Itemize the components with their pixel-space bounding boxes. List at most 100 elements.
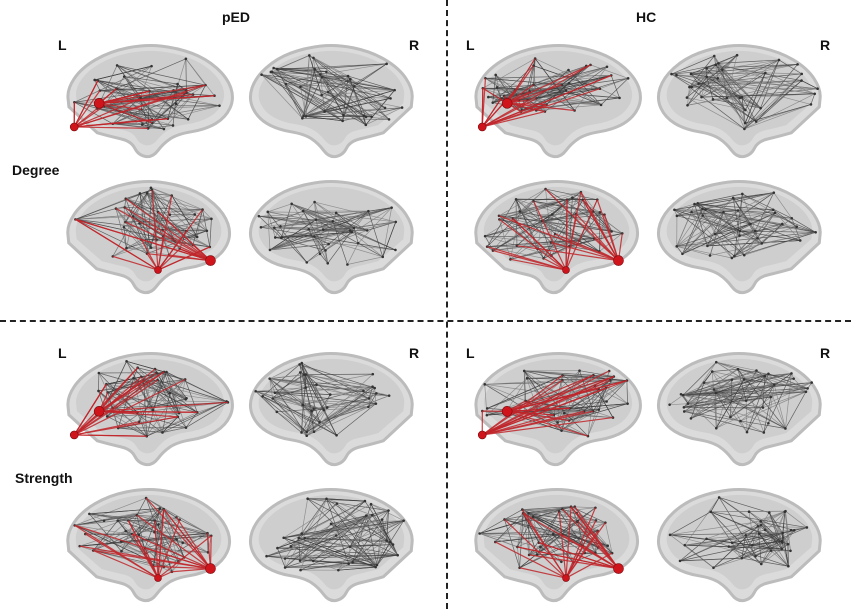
network-node [145, 191, 149, 195]
network-edge [492, 200, 534, 251]
network-edge [125, 198, 212, 220]
network-edge [568, 66, 608, 84]
network-edge [676, 215, 741, 232]
network-node [551, 532, 555, 536]
network-node [254, 389, 258, 393]
network-edge [146, 195, 173, 254]
network-node [730, 378, 734, 381]
network-node [712, 54, 716, 58]
network-node [670, 72, 673, 76]
hub-edge [533, 200, 567, 271]
network-node [685, 96, 689, 99]
network-node [705, 537, 708, 541]
network-node [767, 511, 771, 514]
network-edge [94, 79, 101, 91]
hub-edge [73, 367, 139, 436]
network-edge [741, 524, 762, 559]
network-node [816, 87, 819, 91]
network-edge [269, 378, 369, 399]
network-node [714, 391, 717, 395]
network-edge [89, 513, 155, 521]
network-edge [715, 373, 792, 394]
network-edge [171, 195, 196, 215]
network-edge [755, 80, 802, 122]
network-edge [331, 510, 389, 525]
network-edge [728, 540, 782, 547]
network-edge [283, 537, 376, 568]
network-edge [773, 192, 793, 219]
network-edge [125, 193, 141, 223]
hub-edge [565, 520, 597, 579]
network-node [93, 78, 96, 82]
hub-edge [498, 215, 619, 262]
network-node [714, 63, 718, 67]
network-edge [740, 420, 764, 433]
network-edge [370, 503, 404, 521]
network-node [754, 120, 758, 123]
hub-edge [558, 511, 567, 579]
network-node [494, 73, 498, 77]
network-edge [669, 521, 761, 536]
brain-right-medial [248, 180, 414, 295]
network-node [400, 106, 404, 109]
hub-edge [482, 74, 612, 128]
network-edge [352, 561, 376, 568]
network-edge [146, 401, 227, 437]
network-edge [754, 192, 775, 232]
network-node [97, 371, 101, 375]
network-edge [112, 187, 152, 257]
network-edge [486, 378, 528, 416]
network-edge [274, 227, 324, 230]
hub-edge [481, 97, 537, 128]
network-node [568, 406, 572, 410]
network-edge [270, 71, 367, 118]
network-edge [74, 65, 152, 103]
network-node [759, 520, 762, 523]
network-edge [274, 392, 376, 405]
network-edge [669, 534, 733, 544]
network-edge [93, 550, 146, 554]
network-node [150, 64, 153, 68]
network-edge [285, 83, 403, 108]
network-edge [561, 380, 628, 431]
network-edge [683, 394, 769, 424]
network-edge [519, 211, 623, 234]
network-edge [671, 55, 715, 75]
network-node [362, 114, 366, 117]
network-edge [732, 197, 751, 225]
network-edge [570, 506, 578, 523]
hub-edge [481, 379, 563, 436]
network-node [325, 70, 328, 74]
network-node [578, 369, 581, 372]
brain-left-medial [66, 488, 232, 603]
network-edge [98, 372, 187, 399]
network-node [483, 234, 487, 238]
network-edge [185, 402, 229, 428]
network-node [789, 528, 793, 532]
network-edge [706, 76, 746, 111]
hub-edge [482, 410, 585, 436]
network-edge [336, 503, 378, 566]
network-edge [562, 374, 594, 381]
network-edge [574, 506, 608, 546]
network-node [304, 115, 308, 118]
network-node [124, 529, 128, 533]
network-node [313, 200, 316, 204]
network-edge [284, 514, 373, 559]
network-edge [764, 529, 783, 543]
network-edge [545, 188, 612, 232]
network-edge [112, 105, 220, 125]
network-edge [694, 203, 774, 211]
hub-edge [561, 534, 619, 570]
network-edge [298, 520, 404, 539]
network-node [767, 421, 770, 425]
network-edge [301, 498, 308, 534]
network-node [394, 220, 398, 224]
network-edge [718, 497, 756, 557]
network-edge [277, 544, 394, 549]
network-edge [684, 396, 771, 412]
network-edge [737, 369, 747, 401]
network-edge [276, 411, 302, 433]
network-node [149, 246, 153, 249]
network-edge [562, 506, 572, 510]
